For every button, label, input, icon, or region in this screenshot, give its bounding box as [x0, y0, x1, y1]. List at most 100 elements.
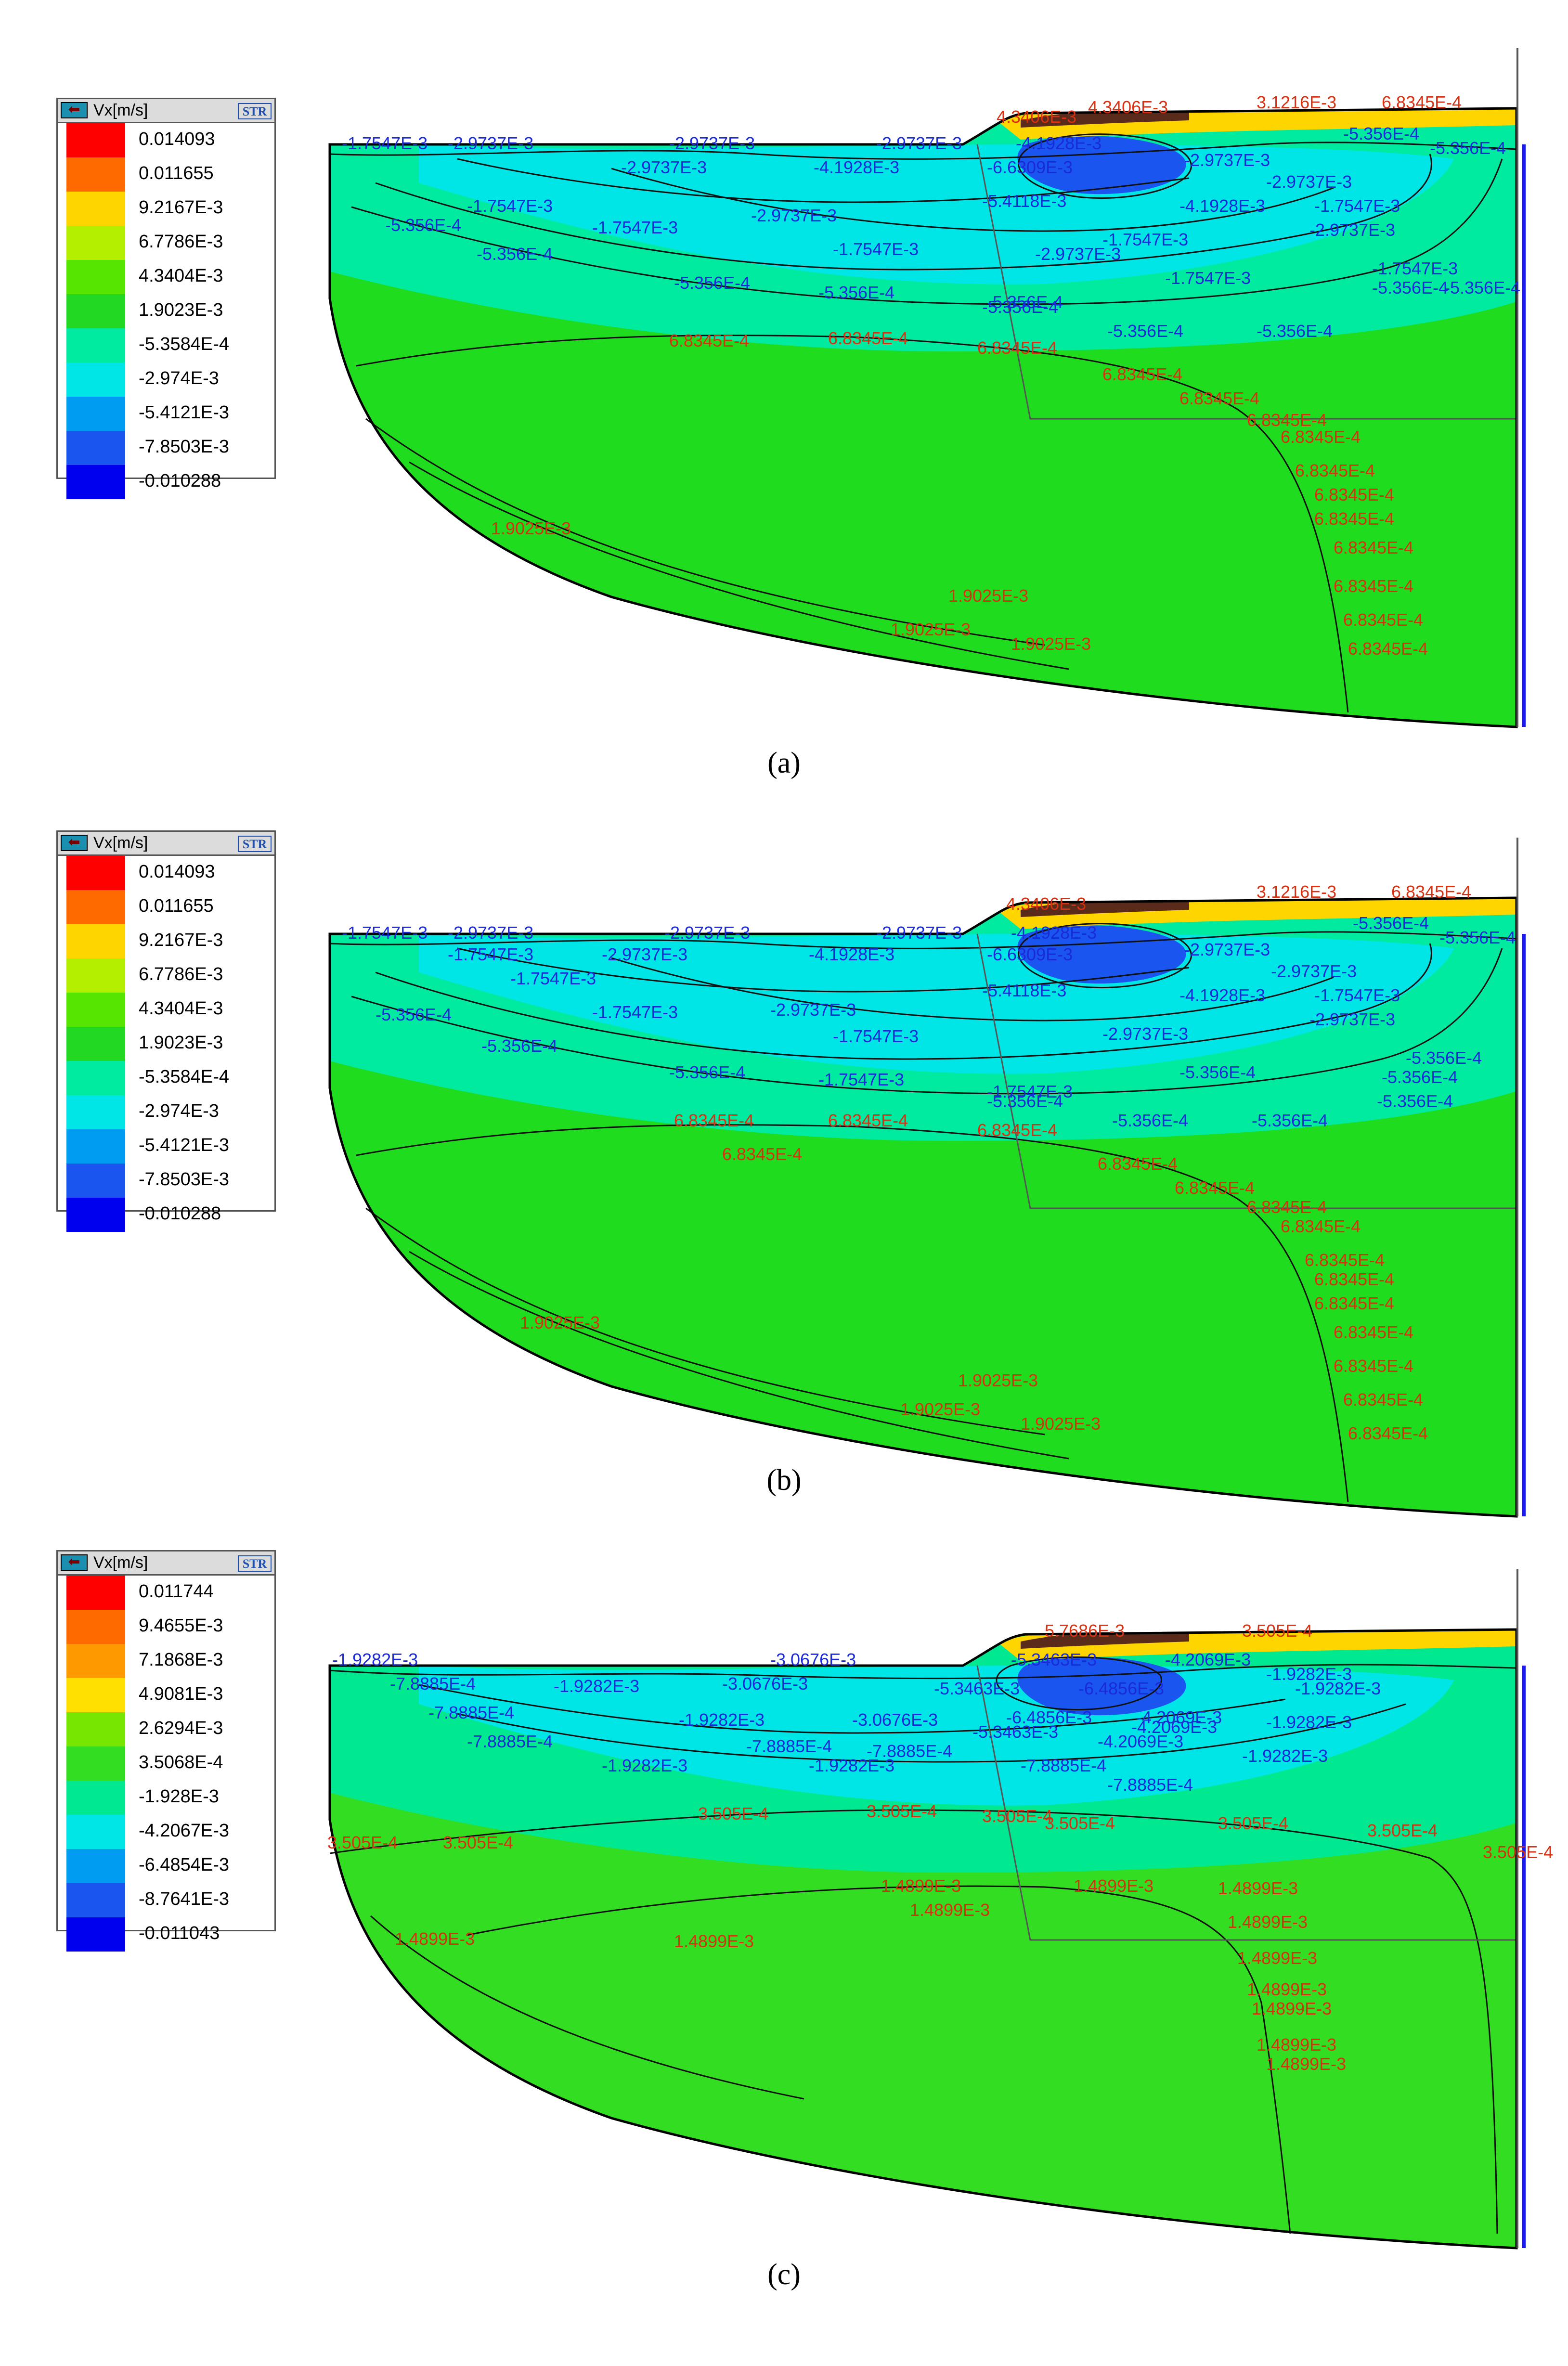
contour-label: -4.1928E-3: [1179, 985, 1265, 1005]
contour-label: 6.8345E-4: [1343, 1390, 1423, 1409]
contour-label: -5.356E-4: [674, 273, 750, 293]
legend-swatch: [66, 260, 125, 294]
legend-value: 0.011744: [139, 1581, 214, 1602]
contour-label: -1.7547E-3: [833, 239, 919, 259]
contour-svg: -1.9282E-3 -3.0676E-3 -5.3463E-3 -4.2069E-3…: [327, 1569, 1553, 2250]
contour-label: -5.356E-4: [987, 292, 1063, 312]
legend-level: 0.011655: [58, 890, 274, 924]
contour-label: -2.9737E-3: [1271, 961, 1357, 981]
contour-label: -6.4856E-3: [1006, 1707, 1092, 1727]
contour-label: -1.7547E-3: [510, 969, 596, 988]
str-badge[interactable]: STR: [238, 1555, 272, 1572]
legend: ⬅ Vx[m/s] STR 0.011744 9.4655E-3 7.1868E-3…: [56, 1550, 276, 1952]
legend-value: 0.014093: [139, 862, 215, 882]
contour-label: -7.8885E-4: [428, 1703, 514, 1722]
legend-value: -5.4121E-3: [139, 402, 230, 423]
contour-label: -1.9282E-3: [602, 1756, 687, 1775]
legend-level: 0.011655: [58, 157, 274, 192]
contour-label: -1.9282E-3: [1266, 1712, 1352, 1732]
contour-label: -5.356E-4: [1444, 278, 1520, 297]
back-arrow-icon[interactable]: ⬅: [61, 1554, 88, 1571]
contour-label: 1.4899E-3: [1218, 1878, 1298, 1898]
legend-swatch: [66, 924, 125, 958]
legend-level: 9.2167E-3: [58, 192, 274, 226]
legend-swatch: [66, 1095, 125, 1129]
contour-label: 6.8345E-4: [1102, 364, 1182, 384]
contour-label: -5.356E-4: [481, 1036, 557, 1056]
legend-level: -4.2067E-3: [58, 1815, 274, 1849]
legend-level: -0.011043: [58, 1917, 274, 1952]
contour-label: 4.3406E-3: [1006, 894, 1086, 914]
legend-value: 9.4655E-3: [139, 1616, 223, 1636]
contour-label: -3.0676E-3: [722, 1674, 808, 1694]
contour-line: [329, 1664, 1517, 1680]
contour-svg: -1.7547E-3 -2.9737E-3 -2.9737E-3 -2.9737E-3…: [328, 838, 1526, 1518]
legend-value: -1.928E-3: [139, 1786, 219, 1807]
contour-label: 6.8345E-4: [1305, 1250, 1385, 1270]
contour-label: 5.7686E-3: [1045, 1621, 1125, 1641]
legend-levels: 0.014093 0.011655 9.2167E-3 6.7786E-3 4.3404…: [58, 123, 274, 499]
contour-label: 1.9025E-3: [900, 1399, 980, 1419]
contour-label: 6.8345E-4: [1348, 639, 1428, 659]
str-badge[interactable]: STR: [238, 103, 272, 119]
contour-label: 3.505E-4: [867, 1801, 937, 1821]
contour-label: -5.356E-4: [669, 1062, 745, 1082]
contour-line: [457, 1703, 1406, 1763]
legend-value: -0.011043: [139, 1923, 220, 1943]
legend-swatch: [66, 993, 125, 1027]
contour-label: 6.8345E-4: [828, 1111, 908, 1130]
contour-label: 4.3406E-3: [1088, 97, 1168, 117]
contour-label: -4.1928E-3: [814, 157, 899, 177]
contour-label: 1.4899E-3: [1247, 1979, 1327, 1999]
contour-line: [467, 1885, 1291, 2234]
legend-swatch: [66, 958, 125, 993]
legend-value: -2.974E-3: [139, 1101, 219, 1121]
core-region: [1017, 1657, 1186, 1716]
contour-line: [1018, 923, 1192, 989]
contour-svg: -1.7547E-3 -2.9737E-3 -2.9737E-3 -2.9737E-3…: [328, 48, 1526, 728]
legend-level: 1.9023E-3: [58, 294, 274, 328]
contour-label: 1.4899E-3: [1266, 2054, 1346, 2074]
contour-label: -6.4856E-3: [1078, 1679, 1164, 1698]
legend-level: 4.9081E-3: [58, 1678, 274, 1712]
contour-label: -2.9737E-3: [751, 206, 837, 225]
contour-label: -1.7547E-3: [342, 133, 428, 153]
legend-value: -2.974E-3: [139, 368, 219, 388]
legend-swatch: [66, 1644, 125, 1678]
contour-line: [375, 943, 1432, 1060]
contour-label: 4.3406E-3: [997, 107, 1076, 127]
str-badge[interactable]: STR: [238, 836, 272, 852]
contour-label: -4.1928E-3: [1011, 923, 1097, 943]
contour-label: -7.8885E-4: [390, 1674, 476, 1694]
legend-level: 6.7786E-3: [58, 958, 274, 993]
contour-label: -4.1928E-3: [1016, 133, 1101, 153]
contour-label: 6.8345E-4: [1334, 538, 1413, 557]
contour-line: [329, 1809, 1498, 2234]
contour-label: -1.7547E-3: [467, 196, 553, 216]
contour-label: 3.505E-4: [443, 1833, 513, 1852]
legend-swatch: [66, 856, 125, 890]
contour-label: -2.9737E-3: [1102, 1024, 1188, 1044]
legend-swatch: [66, 362, 125, 397]
contour-label: -5.4118E-3: [982, 191, 1066, 211]
legend-swatch: [66, 1610, 125, 1644]
legend-level: -5.3584E-4: [58, 1061, 274, 1095]
contour-line: [418, 1684, 1286, 1734]
legend-level: -7.8503E-3: [58, 431, 274, 465]
contour-label: 3.505E-4: [698, 1804, 768, 1823]
legend-swatch: [66, 1678, 125, 1712]
contour-label: -5.356E-4: [1406, 1048, 1482, 1068]
domain-boundary: [328, 1628, 1518, 2250]
legend-value: 7.1868E-3: [139, 1650, 223, 1670]
legend-level: 6.7786E-3: [58, 226, 274, 260]
contour-label: 6.8345E-4: [828, 328, 908, 348]
contour-line: [611, 957, 1334, 1021]
legend-swatch: [66, 1781, 125, 1815]
contour-label: -2.9737E-3: [1184, 940, 1270, 959]
contour-line: [996, 1656, 1162, 1711]
legend-swatch: [66, 157, 125, 192]
back-arrow-icon[interactable]: ⬅: [61, 102, 88, 118]
contour-label: 1.4899E-3: [1237, 1948, 1317, 1968]
contour-label: -7.8885E-4: [867, 1741, 952, 1761]
back-arrow-icon[interactable]: ⬅: [61, 835, 88, 851]
